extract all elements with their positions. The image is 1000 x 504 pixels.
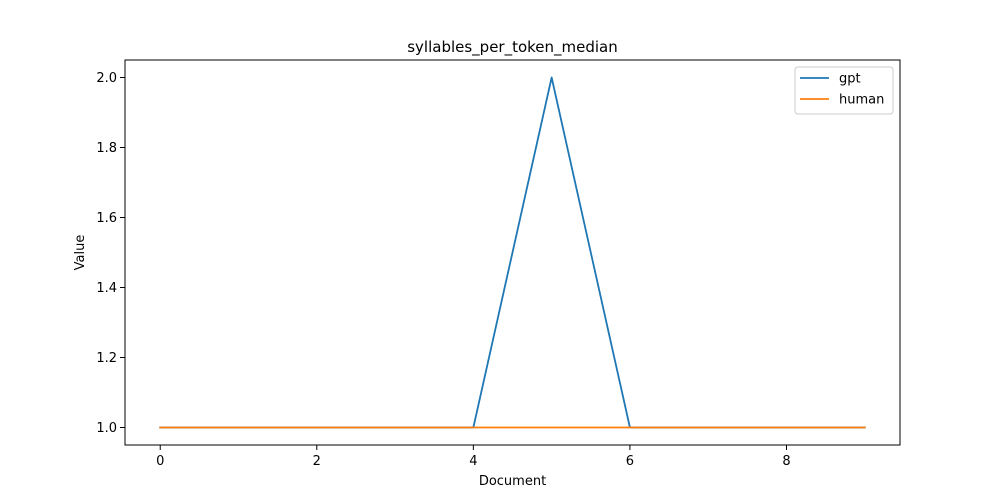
x-axis: 0 2 4 6 8 xyxy=(156,445,791,469)
plot-area-frame xyxy=(124,59,901,446)
y-tick-label: 1.8 xyxy=(96,141,117,156)
y-tick-label: 1.0 xyxy=(96,421,117,436)
x-tick-label: 8 xyxy=(782,454,790,469)
y-tick-label: 1.2 xyxy=(96,351,117,366)
y-axis: 1.0 1.2 1.4 1.6 1.8 2.0 xyxy=(96,71,125,436)
x-tick-label: 0 xyxy=(156,454,164,469)
y-axis-title: Value xyxy=(73,235,88,271)
x-tick-label: 6 xyxy=(626,454,634,469)
legend: gpt human xyxy=(794,66,894,115)
chart-title: syllables_per_token_median xyxy=(407,38,618,57)
y-tick-label: 2.0 xyxy=(96,71,117,86)
legend-label-human: human xyxy=(839,93,884,108)
series-lines xyxy=(159,76,866,429)
y-tick-label: 1.4 xyxy=(96,281,117,296)
series-line-gpt xyxy=(159,76,866,429)
legend-label-gpt: gpt xyxy=(839,72,861,87)
x-tick-label: 2 xyxy=(313,454,321,469)
x-axis-title: Document xyxy=(479,474,546,489)
y-tick-label: 1.6 xyxy=(96,211,117,226)
x-tick-label: 4 xyxy=(469,454,477,469)
